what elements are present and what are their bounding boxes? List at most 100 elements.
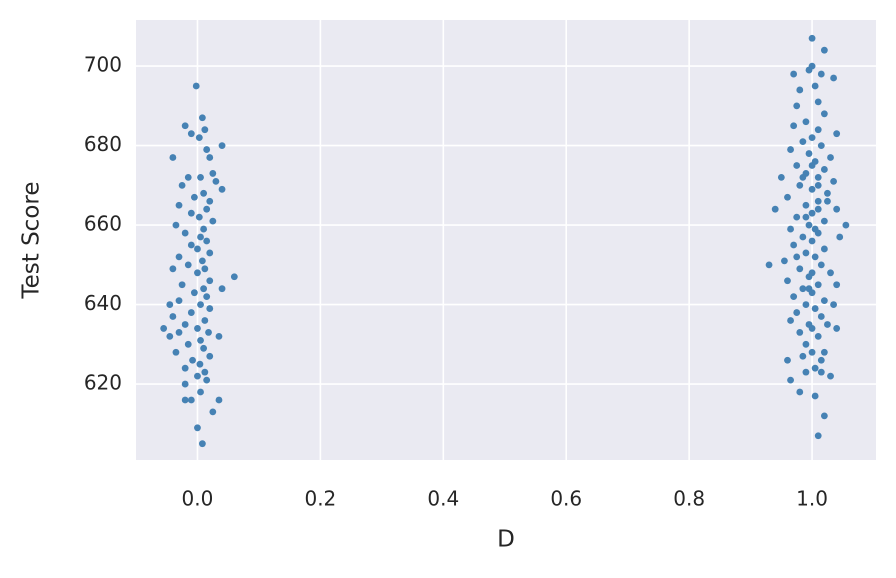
point: [184, 340, 192, 348]
point: [842, 221, 850, 229]
point: [175, 297, 183, 305]
point: [811, 225, 819, 233]
point: [187, 241, 195, 249]
point: [811, 392, 819, 400]
point: [802, 118, 810, 126]
point: [796, 329, 804, 336]
point: [771, 205, 779, 213]
point: [197, 301, 204, 308]
point: [796, 181, 804, 189]
point: [200, 225, 208, 233]
plot-area: [136, 20, 876, 460]
point: [190, 289, 198, 297]
point: [205, 329, 212, 336]
point: [790, 293, 798, 301]
point: [811, 82, 819, 90]
point: [799, 285, 807, 293]
point: [811, 305, 819, 312]
point: [817, 70, 825, 78]
point: [808, 269, 816, 277]
point: [784, 356, 791, 364]
point: [203, 205, 211, 213]
point: [827, 372, 834, 380]
x-tick-label: 0.2: [304, 487, 336, 511]
point: [203, 376, 211, 384]
point: [206, 154, 214, 161]
point: [230, 273, 238, 281]
point: [190, 193, 198, 201]
x-tick-label: 1.0: [796, 487, 828, 511]
point: [187, 396, 195, 404]
point: [209, 217, 217, 225]
point: [777, 173, 785, 181]
point: [833, 281, 841, 289]
point: [209, 408, 217, 416]
point: [175, 253, 183, 261]
point: [808, 237, 816, 245]
point: [814, 281, 822, 289]
point: [784, 193, 791, 201]
point: [169, 265, 177, 273]
point: [814, 126, 822, 134]
point: [793, 253, 801, 261]
point: [824, 321, 831, 328]
point: [820, 412, 828, 420]
point: [187, 130, 195, 138]
point: [201, 368, 209, 376]
point: [811, 253, 819, 261]
point: [175, 201, 183, 209]
point: [833, 130, 841, 138]
point: [195, 134, 203, 142]
point: [814, 432, 822, 440]
point: [830, 74, 837, 82]
y-tick-label: 680: [84, 132, 122, 156]
point: [209, 170, 217, 177]
point: [793, 309, 801, 316]
point: [206, 305, 214, 312]
point: [203, 146, 211, 153]
point: [198, 257, 206, 265]
point: [175, 329, 183, 336]
point: [805, 221, 813, 229]
point: [181, 380, 189, 388]
point: [820, 166, 828, 173]
point: [181, 122, 189, 130]
point: [178, 181, 186, 189]
point: [805, 285, 813, 293]
point: [811, 364, 819, 372]
point: [787, 376, 794, 384]
point: [172, 348, 180, 356]
point: [197, 388, 204, 396]
point: [203, 237, 211, 245]
point: [790, 241, 798, 249]
point: [200, 344, 208, 352]
point: [820, 348, 828, 356]
point: [187, 209, 195, 217]
point: [790, 122, 798, 130]
y-tick-label: 620: [84, 371, 122, 395]
point: [802, 340, 810, 348]
point: [169, 313, 177, 320]
point: [802, 368, 810, 376]
point: [808, 162, 816, 169]
point: [196, 360, 204, 368]
point: [802, 249, 810, 257]
point: [198, 114, 206, 122]
point: [781, 257, 788, 265]
point: [824, 189, 831, 197]
point: [181, 364, 189, 372]
point: [793, 162, 801, 169]
point: [198, 440, 206, 448]
point: [166, 301, 174, 308]
point: [181, 396, 189, 404]
point: [830, 301, 837, 308]
point: [817, 313, 825, 320]
point: [805, 150, 813, 157]
point: [197, 336, 204, 344]
point: [197, 233, 204, 241]
point: [200, 285, 208, 293]
point: [820, 110, 828, 118]
point: [194, 372, 201, 380]
point: [808, 34, 816, 42]
